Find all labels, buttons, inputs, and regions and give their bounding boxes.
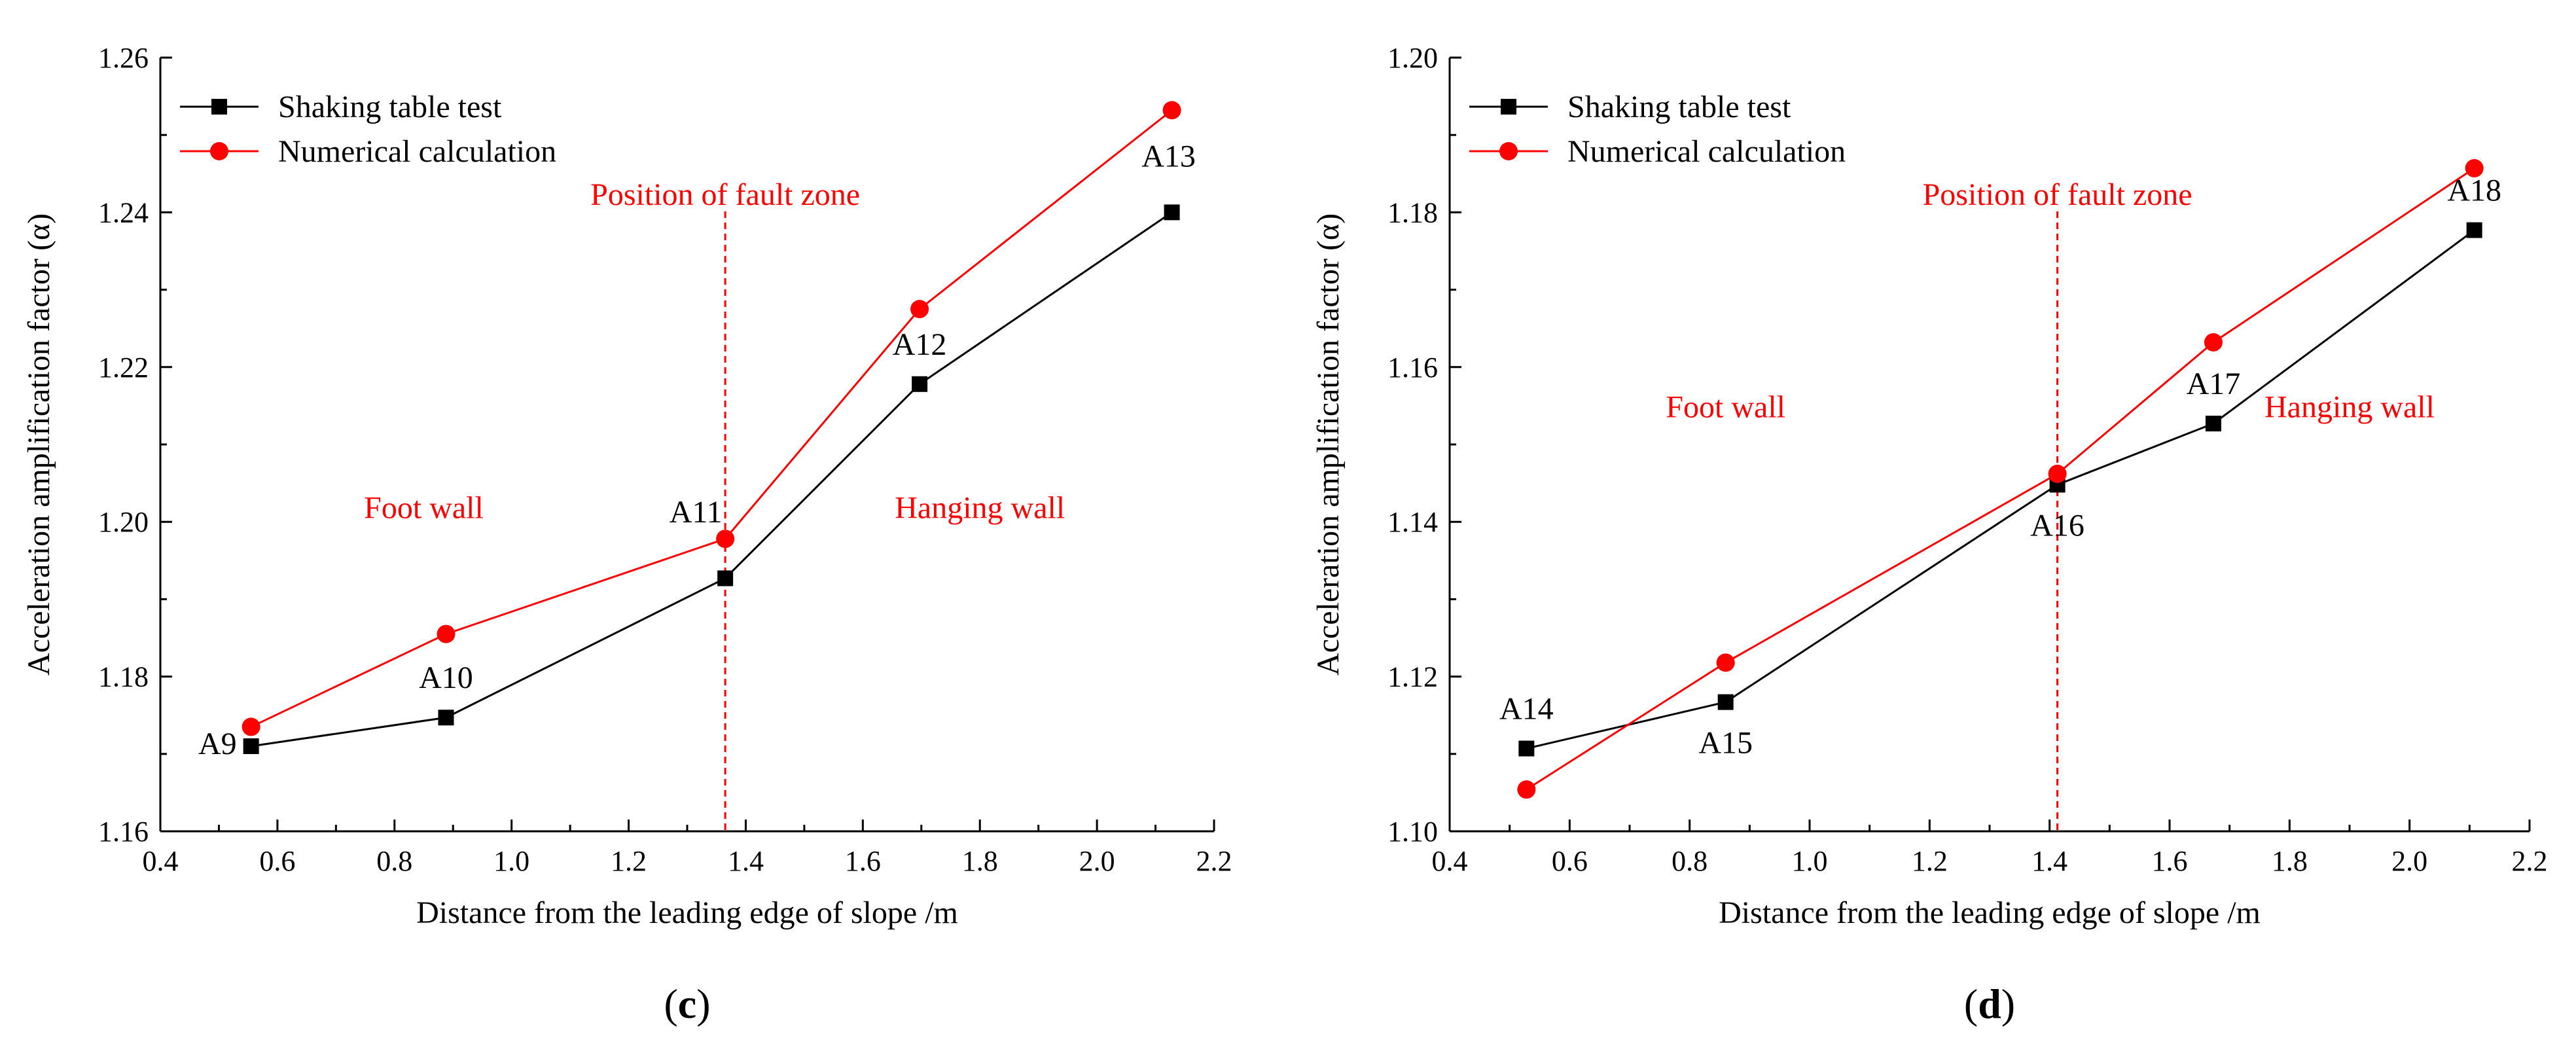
panel-label-letter: d (1978, 981, 2001, 1027)
panel-label: (d) (1964, 981, 2015, 1027)
x-tick-label: 1.0 (493, 845, 529, 877)
point-label: A17 (2187, 367, 2241, 401)
x-tick-label: 2.0 (2391, 845, 2427, 877)
point-label: A14 (1499, 692, 1554, 727)
data-point-shaking-table-test (1164, 204, 1180, 221)
y-tick-label: 1.18 (1387, 196, 1438, 228)
x-tick-label: 0.6 (1552, 845, 1588, 877)
x-tick-label: 0.6 (259, 845, 295, 877)
data-point-shaking-table-test (912, 376, 928, 392)
y-tick-label: 1.14 (1387, 506, 1438, 538)
fault-zone-label: Position of fault zone (1923, 177, 2192, 212)
data-point-numerical-calculation (2048, 464, 2067, 483)
point-label: A15 (1698, 726, 1753, 761)
x-tick-label: 0.4 (1432, 845, 1468, 877)
data-point-shaking-table-test (717, 570, 734, 586)
x-tick-label: 2.2 (2512, 845, 2548, 877)
y-tick-label: 1.20 (1387, 42, 1438, 74)
y-tick-label: 1.18 (98, 661, 149, 693)
data-point-numerical-calculation (2204, 333, 2223, 352)
legend-marker-circle (210, 142, 228, 160)
point-label: A12 (893, 327, 947, 362)
y-tick-label: 1.20 (98, 506, 149, 538)
panel-label-close-paren: ) (696, 981, 710, 1027)
legend-label: Shaking table test (278, 90, 502, 124)
data-point-numerical-calculation (1162, 101, 1181, 120)
y-tick-label: 1.24 (98, 196, 149, 228)
region-label: Foot wall (1666, 390, 1785, 425)
x-tick-label: 1.2 (611, 845, 647, 877)
x-tick-label: 0.4 (143, 845, 179, 877)
y-axis-title: Acceleration amplification factor (α) (22, 213, 56, 676)
data-point-shaking-table-test (1717, 694, 1734, 710)
data-point-numerical-calculation (241, 717, 260, 736)
panel-label-open-paren: ( (664, 981, 677, 1027)
chart-panel-d: 0.4 0.6 0.8 1.0 1.2 1.4 1.6 1.8 2.0 2.2 1.10 1.12 1.… (1311, 42, 2548, 1027)
legend-label: Numerical calculation (1567, 134, 1846, 169)
y-tick-label: 1.12 (1387, 661, 1438, 693)
y-tick-label: 1.16 (98, 816, 149, 848)
data-point-numerical-calculation (1517, 780, 1536, 799)
x-tick-label: 0.8 (1672, 845, 1708, 877)
data-point-numerical-calculation (910, 300, 929, 319)
x-tick-label: 1.2 (1912, 845, 1948, 877)
x-axis-title: Distance from the leading edge of slope … (1719, 895, 2261, 930)
point-label: A9 (198, 727, 237, 761)
x-tick-label: 1.4 (2031, 845, 2067, 877)
region-label: Foot wall (364, 490, 484, 525)
y-tick-label: 1.22 (98, 352, 149, 384)
data-point-shaking-table-test (1518, 740, 1535, 757)
x-tick-label: 2.0 (1079, 845, 1115, 877)
x-tick-label: 1.0 (1792, 845, 1828, 877)
panel-label-open-paren: ( (1964, 981, 1978, 1027)
x-tick-label: 1.8 (962, 845, 998, 877)
region-label: Hanging wall (895, 490, 1065, 525)
data-point-numerical-calculation (716, 530, 735, 549)
panel-label-letter: c (678, 981, 696, 1027)
data-point-numerical-calculation (1716, 653, 1735, 672)
data-point-shaking-table-test (2466, 222, 2482, 238)
y-tick-label: 1.16 (1387, 352, 1438, 384)
y-tick-label: 1.10 (1387, 816, 1438, 848)
region-label: Hanging wall (2264, 390, 2435, 425)
data-point-numerical-calculation (2465, 159, 2484, 178)
point-label: A10 (419, 660, 473, 695)
chart-panel-c: 0.4 0.6 0.8 1.0 1.2 1.4 1.6 1.8 2.0 2.2 1.16 1.18 1.… (22, 42, 1232, 1027)
y-axis-title: Acceleration amplification factor (α) (1311, 213, 1346, 676)
point-label: A16 (2030, 508, 2084, 543)
legend-label: Shaking table test (1567, 90, 1791, 124)
point-label: A18 (2447, 173, 2501, 208)
legend-marker-circle (1499, 142, 1518, 160)
panel-label: (c) (664, 981, 710, 1027)
legend-label: Numerical calculation (278, 134, 556, 169)
x-tick-label: 2.2 (1196, 845, 1232, 877)
data-point-shaking-table-test (438, 710, 454, 726)
data-point-shaking-table-test (243, 738, 259, 754)
data-point-shaking-table-test (2205, 416, 2221, 432)
x-tick-label: 1.4 (728, 845, 764, 877)
legend-marker-square (211, 99, 227, 115)
x-tick-label: 1.6 (2152, 845, 2188, 877)
x-tick-label: 1.6 (845, 845, 881, 877)
point-label: A13 (1141, 139, 1196, 173)
fault-zone-label: Position of fault zone (590, 177, 860, 212)
y-tick-label: 1.26 (98, 42, 149, 74)
legend-marker-square (1501, 99, 1516, 115)
data-point-numerical-calculation (437, 624, 456, 643)
point-label: A11 (670, 495, 723, 530)
x-axis-title: Distance from the leading edge of slope … (416, 895, 958, 930)
x-tick-label: 0.8 (376, 845, 412, 877)
panel-label-close-paren: ) (2001, 981, 2015, 1027)
x-tick-label: 1.8 (2272, 845, 2308, 877)
